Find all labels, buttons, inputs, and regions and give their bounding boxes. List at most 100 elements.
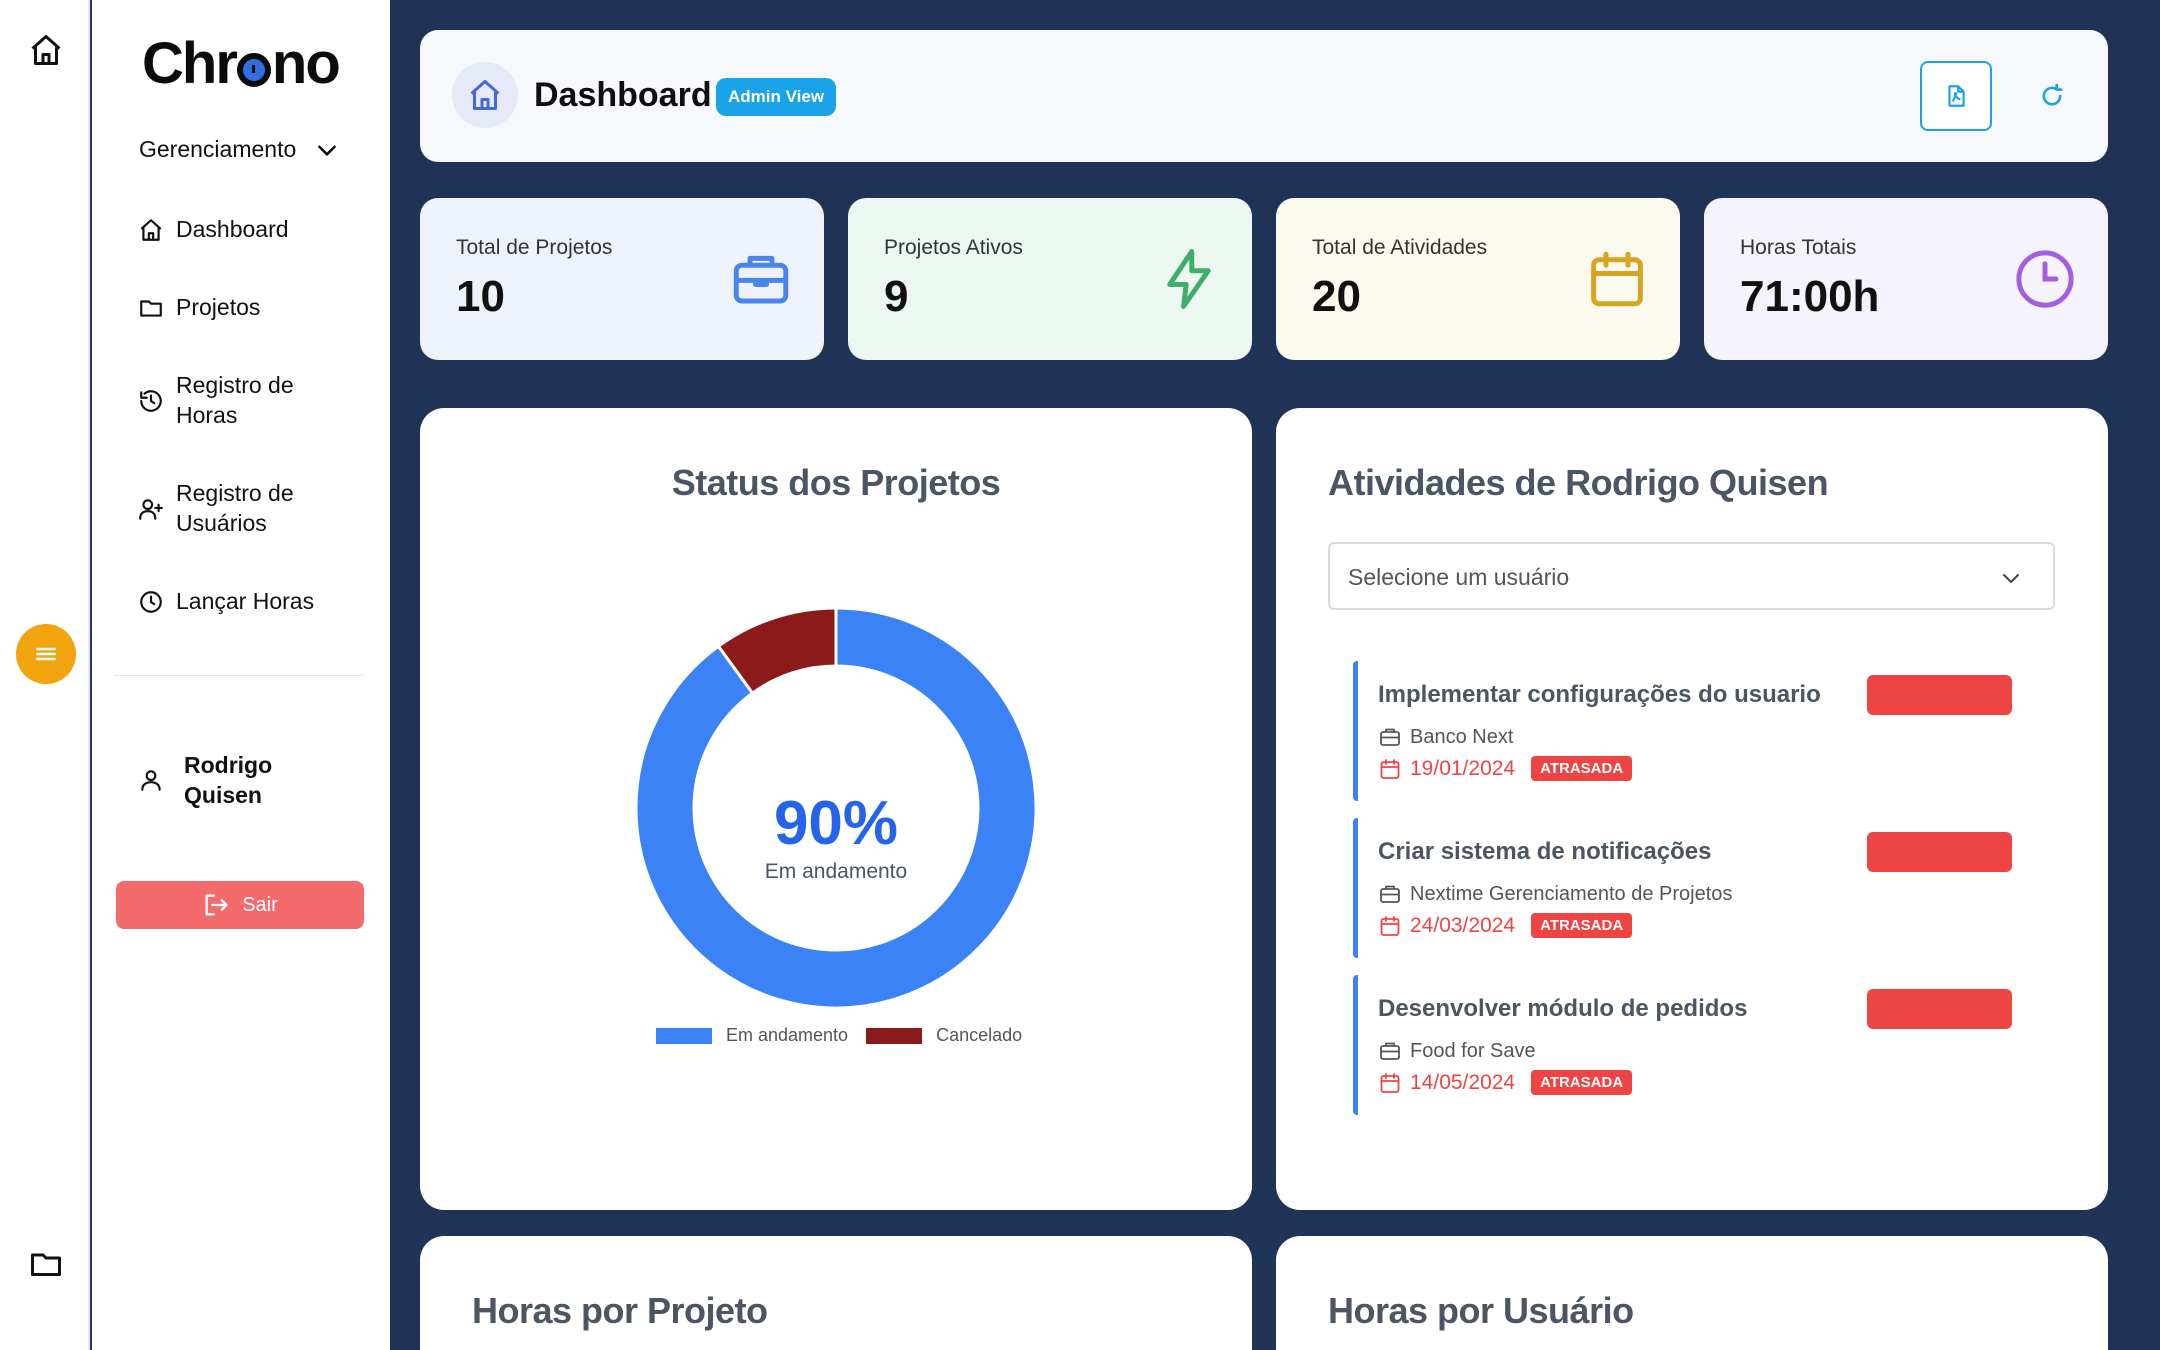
app-logo[interactable]: Chr no	[142, 31, 341, 96]
hours-by-project-card: Horas por Projeto	[420, 1236, 1252, 1350]
activity-project: Food for Save	[1378, 1039, 1536, 1063]
stat-card-horas-totais: Horas Totais 71:00h	[1704, 198, 2108, 360]
activity-title: Implementar configurações do usuario	[1378, 681, 1821, 708]
user-icon	[141, 770, 161, 791]
icon-rail	[0, 0, 90, 1350]
project-status-card: Status dos Projetos 90% Em andamento Em …	[420, 408, 1252, 1210]
user-select-placeholder: Selecione um usuário	[1348, 564, 1570, 590]
stat-label: Horas Totais	[1740, 236, 1857, 259]
calendar-icon	[1380, 758, 1400, 779]
user-select[interactable]: Selecione um usuário	[1328, 542, 2055, 610]
home-icon	[470, 80, 500, 110]
logout-button[interactable]: Sair	[116, 881, 364, 929]
clock-icon	[2016, 250, 2074, 308]
sidebar-item-lancar-horas[interactable]: Lançar Horas	[138, 586, 314, 616]
legend-swatch-cancelado	[866, 1027, 923, 1044]
pdf-file-icon	[1948, 85, 1965, 107]
sidebar-item-registro-usuarios[interactable]: Registro de Usuários	[138, 478, 308, 538]
section-label: Gerenciamento	[139, 136, 297, 162]
donut-center-value: 90%	[773, 789, 899, 858]
management-section-toggle[interactable]: Gerenciamento	[139, 136, 340, 163]
activity-project-name: Banco Next	[1410, 725, 1514, 748]
page-header: Dashboard Admin View	[420, 30, 2108, 162]
calendar-icon	[1380, 915, 1400, 936]
user-plus-icon	[139, 499, 163, 520]
refresh-button[interactable]	[2032, 76, 2072, 116]
sidebar-item-label: Projetos	[176, 294, 261, 320]
user-profile[interactable]: Rodrigo Quisen	[138, 750, 304, 810]
activity-item[interactable]: Criar sistema de notificações Nextime Ge…	[1353, 818, 2033, 958]
stat-label: Total de Projetos	[456, 236, 613, 259]
activity-status-bar	[1867, 989, 2012, 1029]
sidebar-item-label: Registro de Usuários	[176, 480, 294, 536]
home-icon	[140, 219, 162, 241]
page-title: Dashboard	[534, 76, 712, 114]
overdue-badge: ATRASADA	[1531, 756, 1633, 781]
activity-due: 24/03/2024 ATRASADA	[1378, 913, 1633, 938]
sidebar-item-label: Registro de Horas	[176, 372, 294, 428]
activity-date: 24/03/2024	[1410, 913, 1516, 937]
chart-legend: Em andamento Cancelado	[656, 1025, 1022, 1046]
activity-project: Banco Next	[1378, 725, 1513, 749]
card-title: Horas por Projeto	[472, 1290, 768, 1331]
stat-card-total-atividades: Total de Atividades 20	[1276, 198, 1680, 360]
calendar-icon	[1380, 1072, 1400, 1093]
refresh-icon	[2042, 83, 2063, 106]
sidebar-divider	[114, 675, 364, 676]
sidebar-item-projetos[interactable]: Projetos	[138, 292, 260, 322]
card-title: Atividades de Rodrigo Quisen	[1328, 462, 1829, 503]
logo-clock-icon	[236, 53, 271, 87]
activity-project-name: Nextime Gerenciamento de Projetos	[1410, 882, 1733, 905]
header-home-badge	[452, 62, 518, 128]
donut-slice-cancelado[interactable]	[716, 606, 838, 696]
activity-status-bar	[1867, 832, 2012, 872]
export-pdf-button[interactable]	[1920, 61, 1992, 131]
legend-swatch-em-andamento	[656, 1027, 712, 1044]
folder-icon[interactable]	[28, 1246, 64, 1282]
user-activities-card: Atividades de Rodrigo Quisen Selecione u…	[1276, 408, 2108, 1210]
legend-label: Cancelado	[936, 1025, 1023, 1045]
menu-icon	[36, 647, 56, 661]
user-name: Rodrigo Quisen	[184, 752, 273, 808]
donut-center-label: Em andamento	[764, 860, 908, 883]
stat-value: 20	[1312, 272, 1361, 321]
folder-icon	[140, 300, 162, 317]
briefcase-icon	[1380, 1042, 1400, 1060]
activity-status-bar	[1867, 675, 2012, 715]
overdue-badge: ATRASADA	[1531, 1070, 1633, 1095]
home-icon[interactable]	[28, 32, 64, 68]
logout-label: Sair	[242, 893, 278, 916]
stat-value: 9	[884, 272, 909, 321]
activity-item[interactable]: Implementar configurações do usuario Ban…	[1353, 661, 2033, 801]
legend-label: Em andamento	[726, 1025, 849, 1045]
activity-date: 19/01/2024	[1410, 756, 1516, 780]
activity-title: Desenvolver módulo de pedidos	[1378, 995, 1748, 1022]
stat-card-total-projetos: Total de Projetos 10	[420, 198, 824, 360]
hours-by-user-card: Horas por Usuário	[1276, 1236, 2108, 1350]
stat-value: 10	[456, 272, 505, 321]
chevron-down-icon	[318, 144, 337, 156]
sidebar-item-label: Dashboard	[176, 216, 289, 242]
sidebar-item-registro-horas[interactable]: Registro de Horas	[138, 370, 308, 430]
stat-label: Projetos Ativos	[884, 236, 1023, 259]
briefcase-icon	[733, 255, 789, 304]
stat-value: 71:00h	[1740, 272, 1880, 321]
logout-icon	[205, 894, 228, 916]
donut-slice-em-andamento[interactable]	[634, 606, 1038, 1010]
activity-item[interactable]: Desenvolver módulo de pedidos Food for S…	[1353, 975, 2033, 1115]
briefcase-icon	[1380, 885, 1400, 903]
sidebar-item-dashboard[interactable]: Dashboard	[138, 214, 289, 244]
briefcase-icon	[1380, 728, 1400, 746]
history-icon	[140, 390, 162, 412]
calendar-icon	[1591, 251, 1643, 307]
stat-card-projetos-ativos: Projetos Ativos 9	[848, 198, 1252, 360]
clock-icon	[140, 591, 162, 613]
card-title: Status dos Projetos	[671, 462, 1001, 503]
stat-label: Total de Atividades	[1312, 236, 1488, 259]
activity-date: 14/05/2024	[1410, 1070, 1516, 1094]
activity-title: Criar sistema de notificações	[1378, 838, 1712, 865]
activity-project: Nextime Gerenciamento de Projetos	[1378, 882, 1732, 906]
donut-chart	[634, 606, 1038, 1010]
chevron-down-icon	[2003, 574, 2019, 583]
menu-toggle-button[interactable]	[16, 624, 76, 684]
